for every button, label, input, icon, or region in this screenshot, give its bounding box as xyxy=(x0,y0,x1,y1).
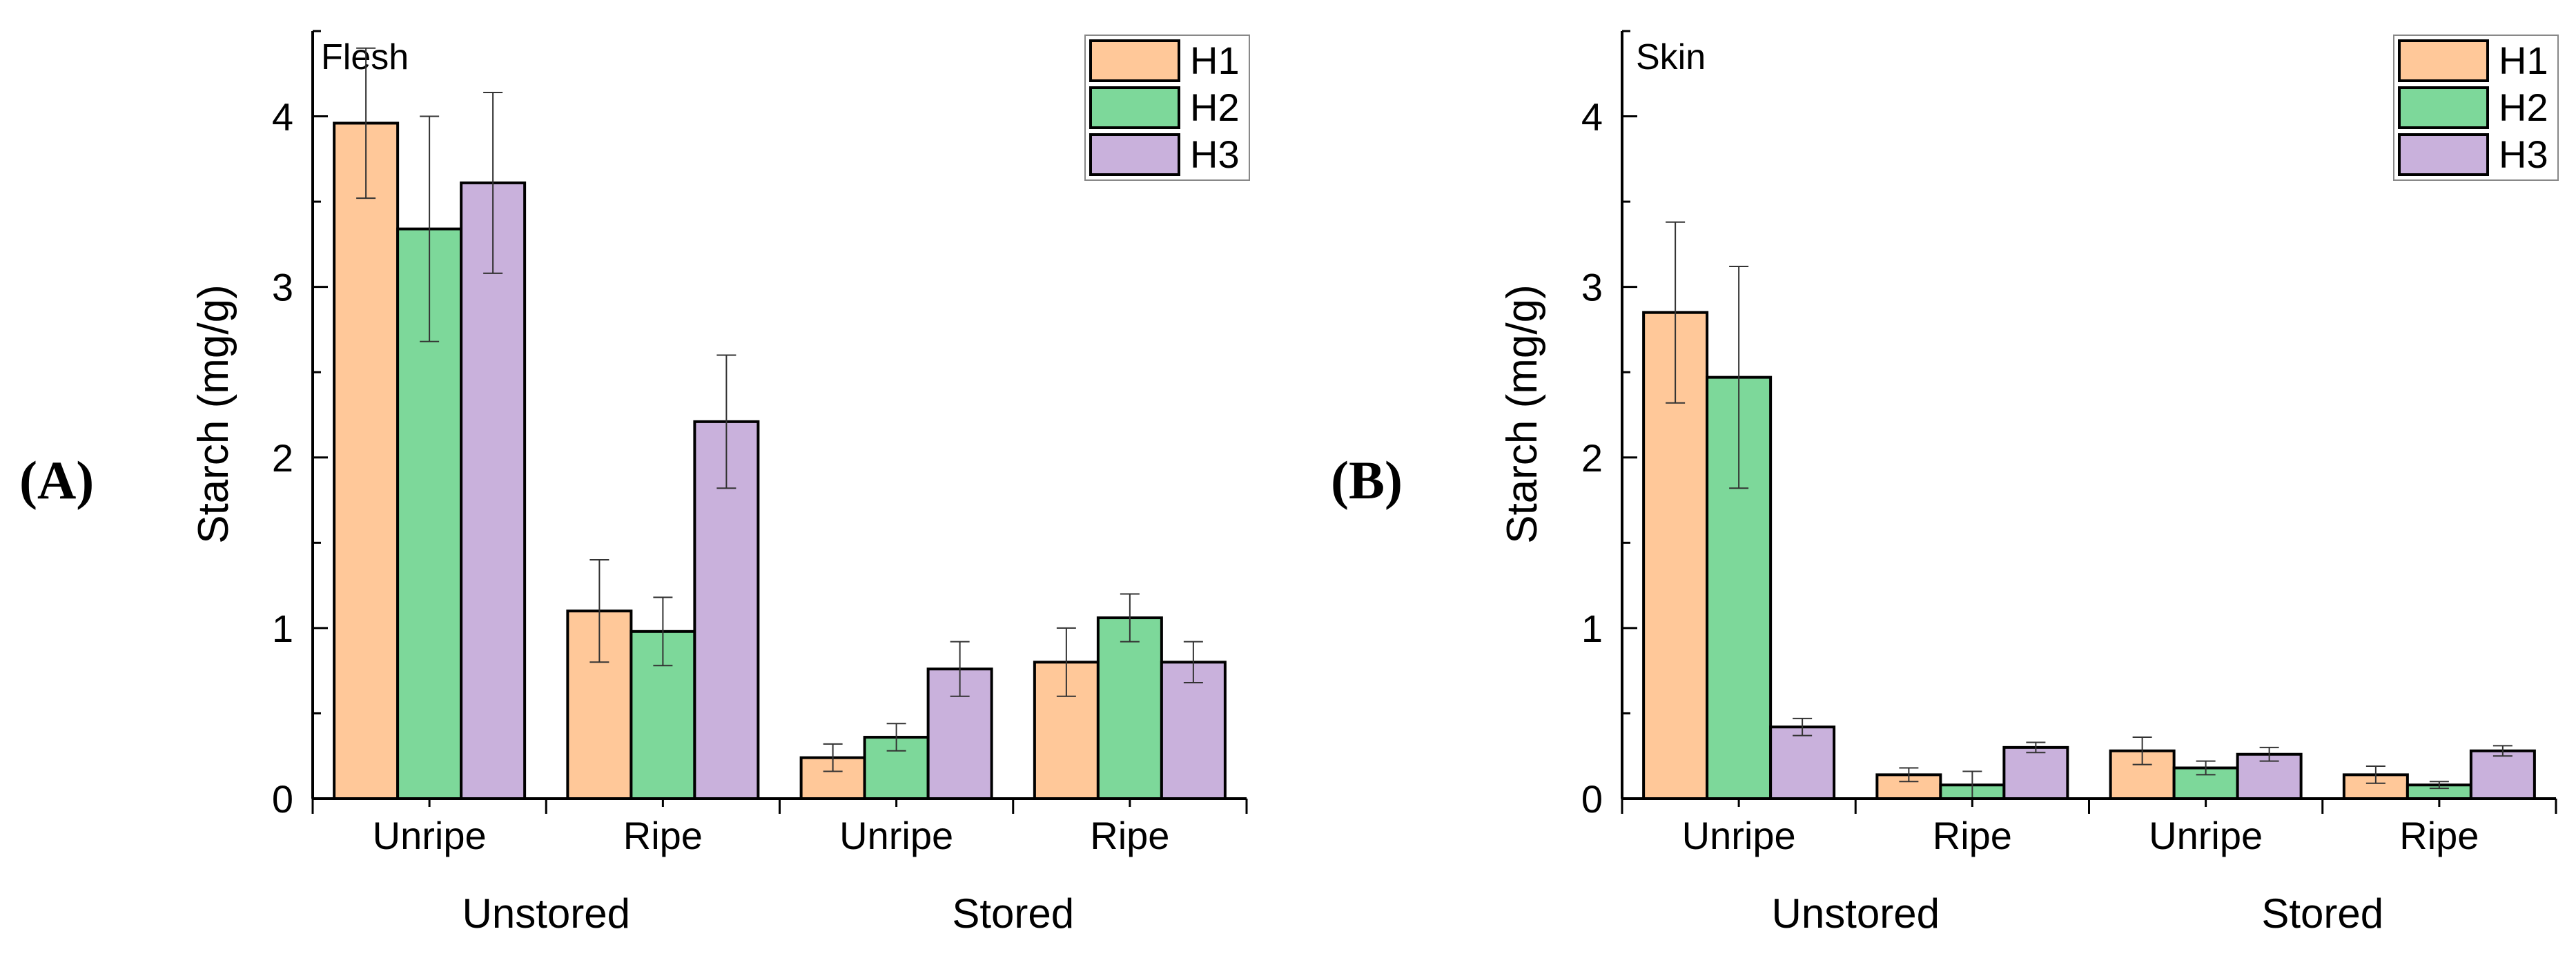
bar-h1-0 xyxy=(333,121,400,800)
bar-h3-2 xyxy=(2236,752,2303,800)
legend-swatch-h3 xyxy=(2398,133,2489,176)
legend-label-h2: H2 xyxy=(1190,86,1240,129)
x-tick-label: Ripe xyxy=(623,814,703,857)
panel-title: Flesh xyxy=(321,37,409,77)
group-label: Unstored xyxy=(462,890,630,937)
y-tick-label: 1 xyxy=(272,607,293,650)
bar-h3-0 xyxy=(1769,725,1836,801)
group-label: Stored xyxy=(2261,890,2383,937)
y-tick-label: 1 xyxy=(1581,607,1603,650)
x-tick-label: Unripe xyxy=(373,814,487,857)
panel-label: (A) xyxy=(19,450,94,510)
x-tick-label: Ripe xyxy=(1933,814,2012,857)
y-tick-label: 3 xyxy=(1581,266,1603,309)
legend-label-h2: H2 xyxy=(2499,86,2548,129)
bar-h3-0 xyxy=(460,181,527,800)
y-tick-label: 4 xyxy=(1581,95,1603,139)
group-label: Stored xyxy=(952,890,1074,937)
bar-h3-3 xyxy=(1160,661,1227,800)
legend-swatch-h2 xyxy=(2398,86,2489,129)
y-tick-label: 2 xyxy=(1581,436,1603,480)
x-tick-label: Ripe xyxy=(2399,814,2479,857)
legend-swatch-h2 xyxy=(1089,86,1180,129)
x-tick-label: Unripe xyxy=(2149,814,2263,857)
legend-swatch-h1 xyxy=(2398,39,2489,82)
y-tick-label: 4 xyxy=(272,95,293,139)
y-axis-label: Starch (mg/g) xyxy=(190,284,237,544)
chart-panel-a: (A) Starch (mg/g) Flesh 0 1 2 3 4 Unripe Ripe Unri… xyxy=(19,30,1250,937)
x-tick-label: Unripe xyxy=(839,814,953,857)
bar-h3-3 xyxy=(2469,749,2536,800)
panel-title: Skin xyxy=(1636,37,1706,77)
y-tick-label: 3 xyxy=(272,266,293,309)
legend-swatch-h1 xyxy=(1089,39,1180,82)
y-tick-label: 0 xyxy=(272,777,293,821)
legend-label-h3: H3 xyxy=(1190,133,1240,176)
group-label: Unstored xyxy=(1772,890,1940,937)
y-tick-label: 0 xyxy=(1581,777,1603,821)
y-tick-label: 2 xyxy=(272,436,293,480)
x-tick-label: Unripe xyxy=(1682,814,1796,857)
chart-panel-b: (B) Starch (mg/g) Skin 0 1 2 3 4 Unripe Ripe Unrip… xyxy=(1331,30,2559,937)
bar-h3-1 xyxy=(2002,745,2069,801)
legend-label-h3: H3 xyxy=(2499,133,2548,176)
legend-label-h1: H1 xyxy=(1190,39,1240,82)
y-axis-label: Starch (mg/g) xyxy=(1499,284,1546,544)
bar-h2-3 xyxy=(1096,616,1163,800)
legend-swatch-h3 xyxy=(1089,133,1180,176)
panel-label: (B) xyxy=(1331,450,1403,510)
legend-label-h1: H1 xyxy=(2499,39,2548,82)
x-tick-label: Ripe xyxy=(1090,814,1169,857)
